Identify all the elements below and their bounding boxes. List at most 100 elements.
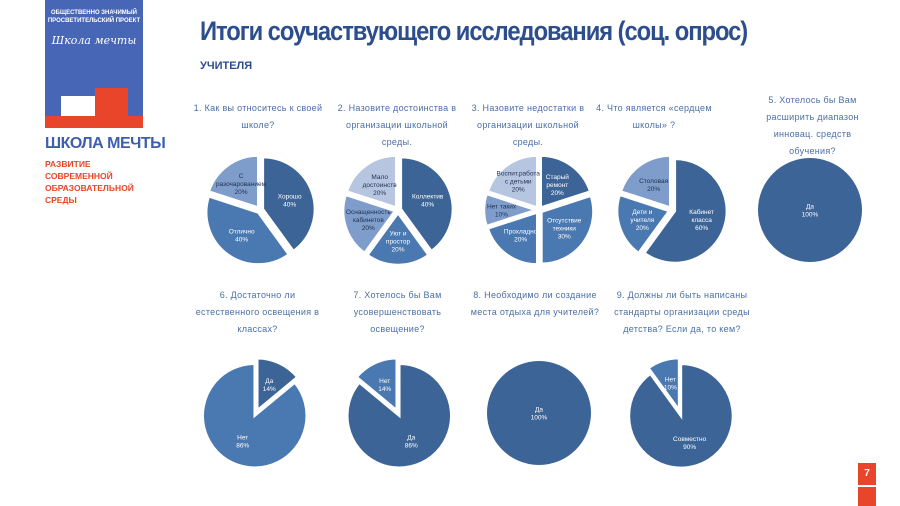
slice-label: Коллектив 40% (412, 194, 444, 209)
slice-percent: 20% (391, 247, 404, 254)
pie-slice (399, 155, 455, 253)
pie-chart-5: Да 100% (758, 158, 862, 262)
slice-percent: 20% (362, 225, 375, 232)
slice-category: С (239, 173, 244, 180)
pie-slice (539, 154, 592, 210)
slice-percent: 100% (531, 414, 548, 421)
slice-percent: 40% (421, 202, 434, 209)
pie-slice (627, 362, 735, 470)
pie-slice (256, 357, 300, 413)
slice-label: Столовая 20% (639, 178, 669, 193)
pie-slice (646, 356, 681, 414)
slice-label: Прохладно 20% (504, 229, 538, 244)
slice-category: Прохладно (504, 229, 538, 236)
question-2: 2. Назовите достоинства в организации шк… (337, 103, 457, 147)
slice-category: Кабинет (689, 208, 714, 216)
pie-slice (619, 154, 672, 210)
page-accent-bar (858, 487, 876, 506)
question-1: 1. Как вы относитесь к своей школе? (193, 103, 323, 130)
pie-chart-3: Старый ремонт 20%Отсутствие техники 30%Прохл… (482, 154, 595, 266)
slice-category: с детьми (505, 179, 532, 186)
slice-category: Да (535, 406, 543, 413)
pie-slice (486, 210, 539, 266)
question-7: 7. Хотелось бы Вам усовершенствовать осв… (353, 290, 442, 334)
slice-category: Отсутствие (547, 218, 582, 225)
logo-script-text: Школа мечты (51, 34, 137, 47)
slice-category: Да (407, 435, 415, 442)
pie-slice (365, 210, 431, 267)
slice-category: Столовая (639, 178, 669, 185)
slice-category: Да (265, 378, 273, 385)
pie-slice (201, 362, 308, 469)
slice-percent: 20% (551, 190, 564, 197)
logo-house-shape-red (95, 88, 128, 116)
slice-category: Совместно (673, 436, 707, 443)
pie-slice (354, 357, 398, 413)
slice-label: Нет 10% (664, 377, 677, 392)
question-6: 6. Достаточно ли естественного освещения… (195, 290, 320, 334)
slice-label: Да 86% (405, 435, 418, 450)
slice-label: Мало достоинств 20% (363, 174, 398, 197)
question-9: 9. Должны ли быть написаны стандарты орг… (614, 290, 750, 334)
pie-slice (205, 194, 291, 266)
slice-percent: 20% (647, 186, 660, 193)
slice-category: Хорошо (278, 194, 302, 201)
slice-percent: 20% (373, 190, 386, 197)
slice-label: Дети и учителя 20% (630, 209, 654, 232)
pie-slice (642, 157, 729, 265)
pie-slice (207, 154, 260, 210)
slice-category: простор (386, 239, 411, 246)
brand-name: ШКОЛА МЕЧТЫ (45, 135, 166, 152)
slice-category: Нет (237, 435, 248, 442)
slice-percent: 14% (263, 386, 276, 393)
pie-slice (486, 154, 539, 210)
question-4: 4. Что является «сердцем школы» ? (596, 103, 712, 130)
slice-label: Отлично 40% (229, 229, 255, 244)
pie-slice (341, 193, 398, 255)
slice-percent: 90% (683, 444, 696, 451)
pie-chart-2: Коллектив 40%Уют и простор 20%Оснащенность к… (341, 154, 455, 267)
page-subtitle: УЧИТЕЛЯ (200, 60, 253, 72)
slice-category: ремонт (546, 182, 568, 189)
slice-category: Нет (665, 377, 676, 384)
slice-category: Дети и (632, 209, 652, 216)
slice-category: Воспит.работа (497, 170, 541, 178)
slice-label: Воспит.работа с детьми 20% (497, 170, 541, 194)
pie-chart-8: Да 100% (487, 361, 591, 465)
slice-percent: 10% (495, 211, 508, 218)
pie-slice (345, 154, 398, 210)
pie-chart-6: Да 14% Нет 86% (201, 357, 308, 469)
project-logo: ОБЩЕСТВЕННО ЗНАЧИМЫЙ ПРОСВЕТИТЕЛЬСКИЙ ПР… (45, 0, 143, 128)
slice-category: учителя (630, 217, 654, 224)
slice-label: Совместно 90% (673, 436, 707, 451)
pie-slice (615, 193, 672, 255)
slice-category: Да (806, 203, 814, 210)
slice-percent: 40% (235, 237, 248, 244)
brand-subtitle: РАЗВИТИЕ СОВРЕМЕННОЙ ОБРАЗОВАТЕЛЬНОЙ СРЕ… (45, 159, 134, 205)
question-3: 3. Назовите недостатки в организации шко… (471, 103, 585, 147)
slice-label: Нет 86% (236, 435, 249, 450)
logo-house-shape (61, 96, 95, 116)
slice-category: Старый (546, 173, 570, 181)
slice-label: Кабинет класса 60% (689, 208, 714, 232)
slice-percent: 20% (235, 189, 248, 196)
slice-category: Мало (371, 174, 388, 181)
pie-slice (482, 192, 541, 228)
slice-category: Нет (379, 378, 390, 385)
slice-percent: 20% (514, 237, 527, 244)
slice-percent: 86% (405, 443, 418, 450)
page-number: 7 (858, 463, 876, 485)
slice-category: Отлично (229, 229, 255, 236)
slice-label: Да 100% (802, 203, 819, 218)
slice-category: класса (691, 217, 712, 224)
slice-label: Уют и простор 20% (386, 231, 411, 254)
slice-label: Нет таких 10% (487, 203, 517, 218)
slice-category: техники (553, 226, 577, 233)
slice-percent: 86% (236, 443, 249, 450)
slice-label: Да 14% (263, 378, 276, 393)
pie-slice (758, 158, 862, 262)
pie-chart-4: Кабинет класса 60%Дети и учителя 20%Столовая… (615, 154, 729, 265)
